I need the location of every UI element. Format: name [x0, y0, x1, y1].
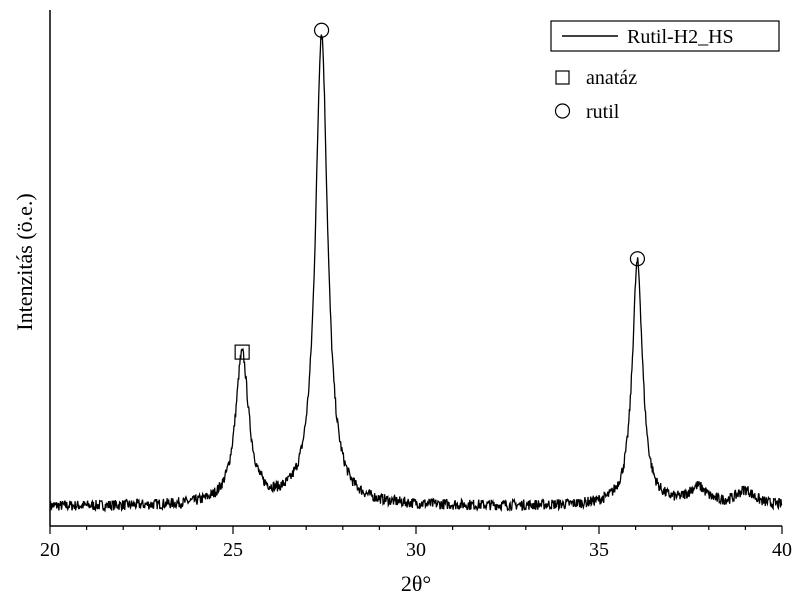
rutil-marker	[313, 22, 330, 38]
phase-markers	[234, 22, 646, 360]
x-tick-label: 25	[223, 539, 243, 561]
x-tick-label: 20	[40, 539, 60, 561]
legend-anataz-symbol	[555, 70, 570, 85]
legend-series-label: Rutil-H2_HS	[627, 26, 734, 48]
x-tick-label: 40	[772, 539, 792, 561]
legend: Rutil-H2_HS anatáz rutil	[550, 20, 780, 123]
x-tick-label: 35	[589, 539, 609, 561]
legend-rutil-label: rutil	[586, 101, 620, 123]
anataz-marker	[234, 344, 250, 360]
x-ticks: 20 25 30 35 40	[40, 526, 792, 561]
y-axis-title: Intenzitás (ö.e.)	[12, 193, 37, 330]
legend-rutil-symbol	[554, 103, 571, 119]
series-line-rutil-h2-hs	[49, 34, 783, 513]
legend-anataz-label: anatáz	[586, 67, 637, 89]
x-tick-label: 30	[406, 539, 426, 561]
x-axis-title: 2θ°	[401, 571, 431, 596]
rutil-marker	[629, 251, 646, 267]
